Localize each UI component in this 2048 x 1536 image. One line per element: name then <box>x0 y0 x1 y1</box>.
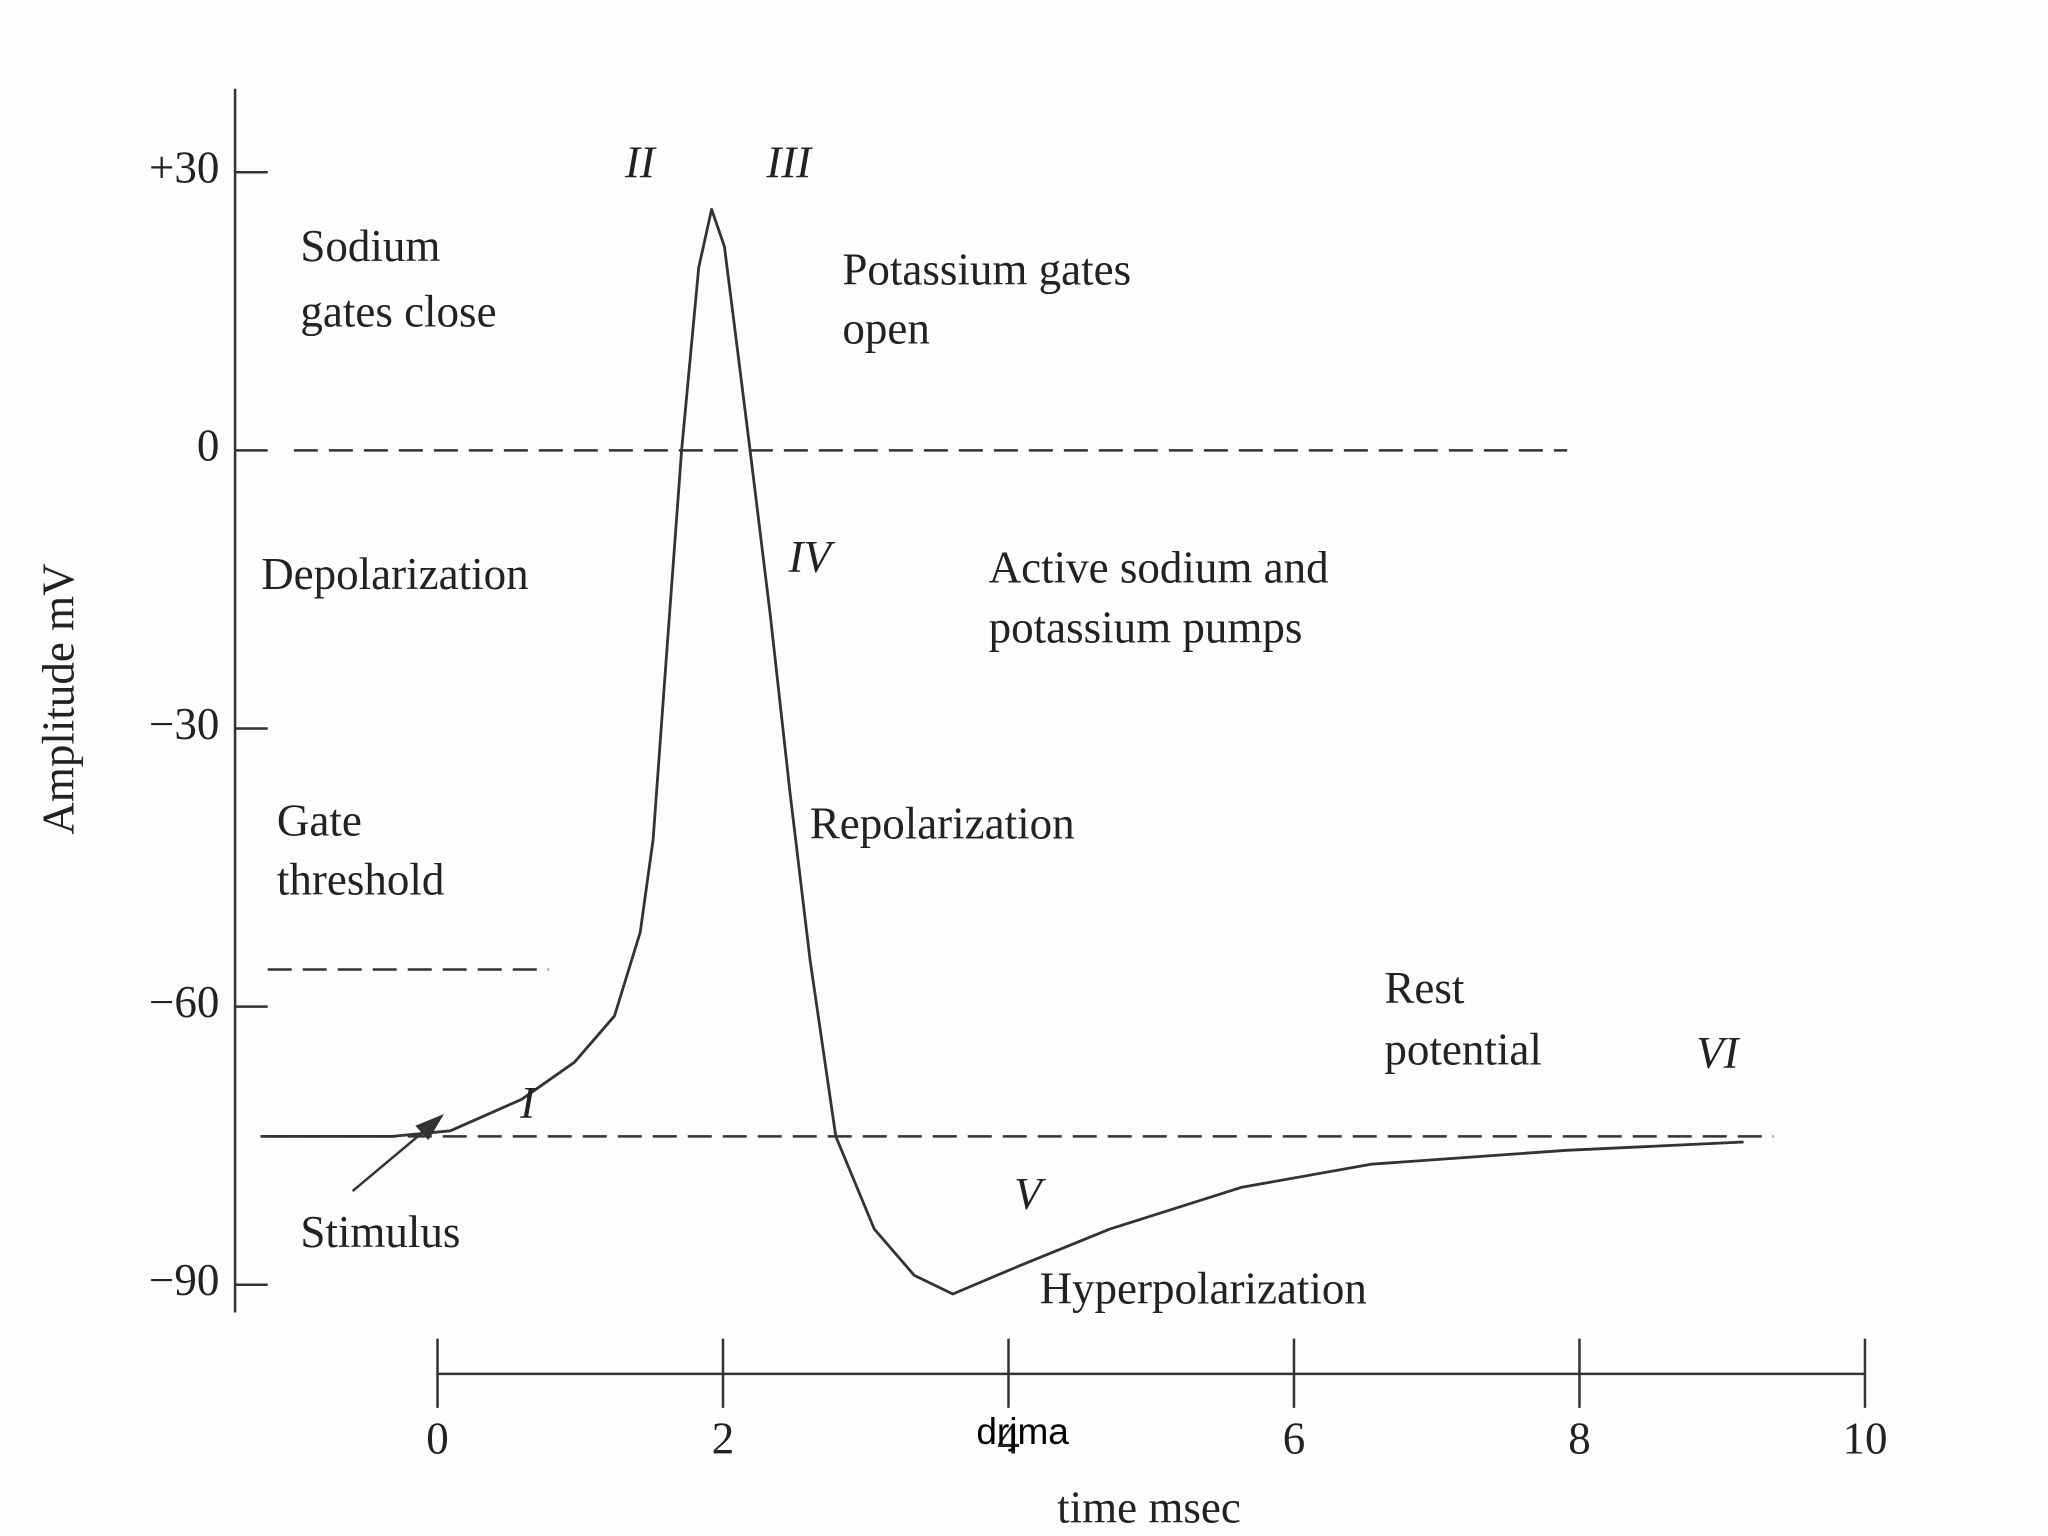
x-tick-label: 2 <box>712 1413 735 1463</box>
y-tick-label: 0 <box>197 421 220 471</box>
y-tick-label: −90 <box>149 1255 219 1305</box>
annotation: Rest <box>1384 963 1465 1013</box>
annotation: Repolarization <box>810 798 1075 848</box>
y-tick-label: −60 <box>149 977 219 1027</box>
x-tick-label: 4 <box>997 1413 1020 1463</box>
y-axis-label: Amplitude mV <box>33 563 83 834</box>
y-tick-label: −30 <box>149 699 219 749</box>
arrow-head <box>415 1114 445 1141</box>
x-tick-label: 0 <box>426 1413 449 1463</box>
phase-label: IV <box>787 532 835 582</box>
phase-label: VI <box>1696 1028 1740 1078</box>
annotation: Stimulus <box>300 1207 460 1257</box>
x-tick-label: 6 <box>1283 1413 1306 1463</box>
x-tick-label: 8 <box>1568 1413 1591 1463</box>
x-axis-label: time msec <box>1057 1482 1241 1532</box>
annotation: Hyperpolarization <box>1040 1263 1367 1313</box>
annotation: potassium pumps <box>989 602 1303 652</box>
annotation: threshold <box>277 854 444 904</box>
x-tick-label: 10 <box>1842 1413 1887 1463</box>
annotation: Depolarization <box>261 549 528 599</box>
annotation: open <box>842 303 929 353</box>
phase-label: V <box>1014 1169 1046 1219</box>
phase-label: III <box>765 137 813 187</box>
annotation: Gate <box>277 796 362 846</box>
annotation: gates close <box>300 286 496 336</box>
y-tick-label: +30 <box>149 143 219 193</box>
watermark: drjma <box>976 1411 1069 1452</box>
phase-label: II <box>624 137 657 187</box>
annotation: Sodium <box>300 221 440 271</box>
annotation: potential <box>1384 1024 1541 1074</box>
annotation: Potassium gates <box>842 245 1131 295</box>
annotation: Active sodium and <box>989 542 1329 592</box>
line <box>260 207 1744 1296</box>
arrow <box>351 1122 435 1193</box>
phase-label: I <box>519 1078 537 1128</box>
